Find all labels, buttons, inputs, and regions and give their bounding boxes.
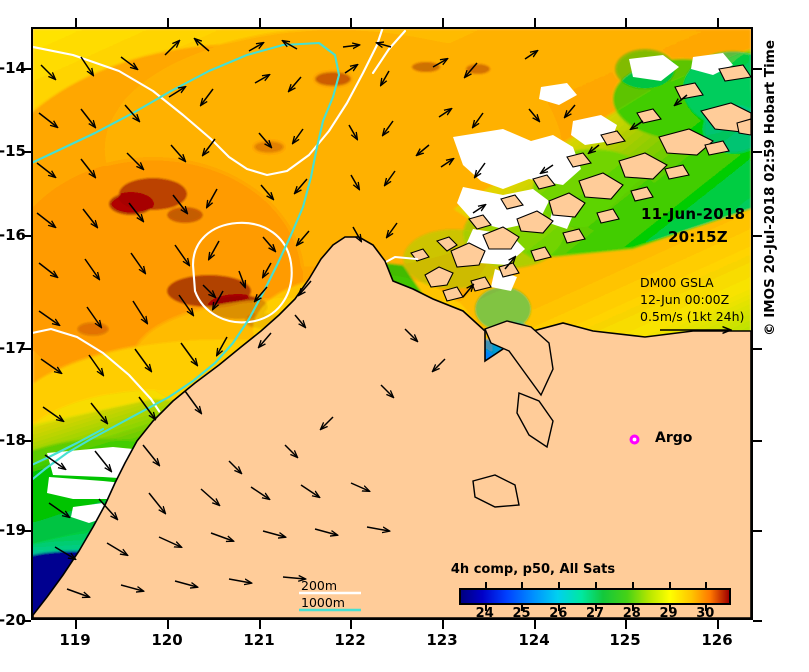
y-tick-label-14: -14 xyxy=(0,59,26,77)
y-tick-20 xyxy=(22,620,31,622)
y-tick-right-14 xyxy=(753,68,762,70)
y-tick-17 xyxy=(22,348,31,350)
x-tick-125 xyxy=(625,620,627,629)
colorbar-tick-27 xyxy=(595,582,597,588)
y-tick-16 xyxy=(22,235,31,237)
colorbar-tick-bottom-25 xyxy=(521,605,524,611)
colorbar-title: 4h comp, p50, All Sats xyxy=(450,562,616,577)
colorbar-label-27: 27 xyxy=(585,606,605,621)
y-tick-right-18 xyxy=(753,440,762,442)
colorbar-tick-26 xyxy=(558,582,561,588)
current-product-label: DM00 GSLA xyxy=(640,275,714,290)
bathy-200m-label: 200m xyxy=(301,578,338,593)
y-tick-label-15: -15 xyxy=(0,142,26,160)
colorbar-tick-bottom-26 xyxy=(558,605,561,611)
y-tick-label-17: -17 xyxy=(0,339,26,357)
colorbar-tick-24 xyxy=(484,582,487,588)
colorbar-label-28: 28 xyxy=(622,606,641,621)
y-tick-15 xyxy=(22,151,31,153)
y-tick-label-18: -18 xyxy=(0,431,26,449)
colorbar-tick-29 xyxy=(668,582,671,588)
colorbar-tick-bottom-27 xyxy=(595,605,597,611)
y-tick-14 xyxy=(22,68,31,70)
colorbar-tick-30 xyxy=(705,582,708,588)
current-scale-arrow xyxy=(660,322,742,338)
y-tick-18 xyxy=(22,440,31,442)
colorbar-gradient xyxy=(461,590,729,603)
x-tick-122 xyxy=(350,620,352,629)
x-tick-119 xyxy=(75,620,77,629)
x-tick-label-125: 125 xyxy=(609,631,641,649)
map-plot-area[interactable] xyxy=(31,27,753,620)
colorbar-tick-28 xyxy=(631,582,634,588)
x-tick-120 xyxy=(167,620,169,629)
x-tick-label-121: 121 xyxy=(243,631,275,649)
x-tick-label-123: 123 xyxy=(426,631,458,649)
landmass xyxy=(33,64,751,618)
y-tick-19 xyxy=(22,530,31,532)
bathy-1000m-label: 1000m xyxy=(301,595,345,610)
sst-field xyxy=(33,29,751,618)
colorbar-tick-25 xyxy=(521,582,524,588)
x-tick-label-120: 120 xyxy=(151,631,183,649)
x-tick-124 xyxy=(534,620,536,629)
imos-credit-text: © IMOS 20-Jul-2018 02:59 Hobart Time xyxy=(762,40,778,336)
colorbar-label-26: 26 xyxy=(549,606,568,621)
current-vectors xyxy=(36,39,688,597)
y-tick-right-16 xyxy=(753,235,762,237)
x-tick-top-123 xyxy=(442,18,444,27)
x-tick-label-126: 126 xyxy=(701,631,733,649)
x-tick-label-119: 119 xyxy=(59,631,91,649)
y-tick-label-20: -20 xyxy=(0,611,26,629)
x-tick-126 xyxy=(717,620,719,629)
x-tick-top-121 xyxy=(259,18,261,27)
map-canvas xyxy=(33,29,751,618)
observation-date-label: 11-Jun-2018 xyxy=(641,205,746,223)
x-tick-121 xyxy=(259,620,261,629)
colorbar[interactable] xyxy=(459,588,731,605)
argo-legend-label: Argo xyxy=(655,430,693,446)
colorbar-label-25: 25 xyxy=(512,606,531,621)
x-tick-123 xyxy=(442,620,444,629)
y-tick-label-16: -16 xyxy=(0,226,26,244)
x-tick-top-126 xyxy=(717,18,719,27)
x-tick-top-119 xyxy=(75,18,77,27)
y-tick-right-19 xyxy=(753,530,762,532)
bathy-200m-line xyxy=(299,591,361,595)
x-tick-label-122: 122 xyxy=(334,631,366,649)
y-tick-right-17 xyxy=(753,348,762,350)
colorbar-label-30: 30 xyxy=(696,606,715,621)
colorbar-tick-bottom-29 xyxy=(668,605,671,611)
x-tick-top-122 xyxy=(350,18,352,27)
bathy-1000m-line xyxy=(299,608,361,612)
colorbar-label-24: 24 xyxy=(475,606,494,621)
colorbar-label-29: 29 xyxy=(659,606,678,621)
current-validtime-label: 12-Jun 00:00Z xyxy=(640,292,730,307)
x-tick-top-120 xyxy=(167,18,169,27)
observation-time-label: 20:15Z xyxy=(668,228,728,246)
argo-marker-icon xyxy=(629,434,640,445)
y-tick-label-19: -19 xyxy=(0,521,26,539)
x-tick-top-124 xyxy=(534,18,536,27)
colorbar-tick-bottom-28 xyxy=(631,605,634,611)
y-tick-right-15 xyxy=(753,151,762,153)
current-scale-label: 0.5m/s (1kt 24h) xyxy=(640,309,745,324)
colorbar-tick-bottom-30 xyxy=(705,605,708,611)
y-tick-right-20 xyxy=(753,620,762,622)
colorbar-tick-bottom-24 xyxy=(484,605,487,611)
x-tick-top-125 xyxy=(625,18,627,27)
x-tick-label-124: 124 xyxy=(518,631,550,649)
